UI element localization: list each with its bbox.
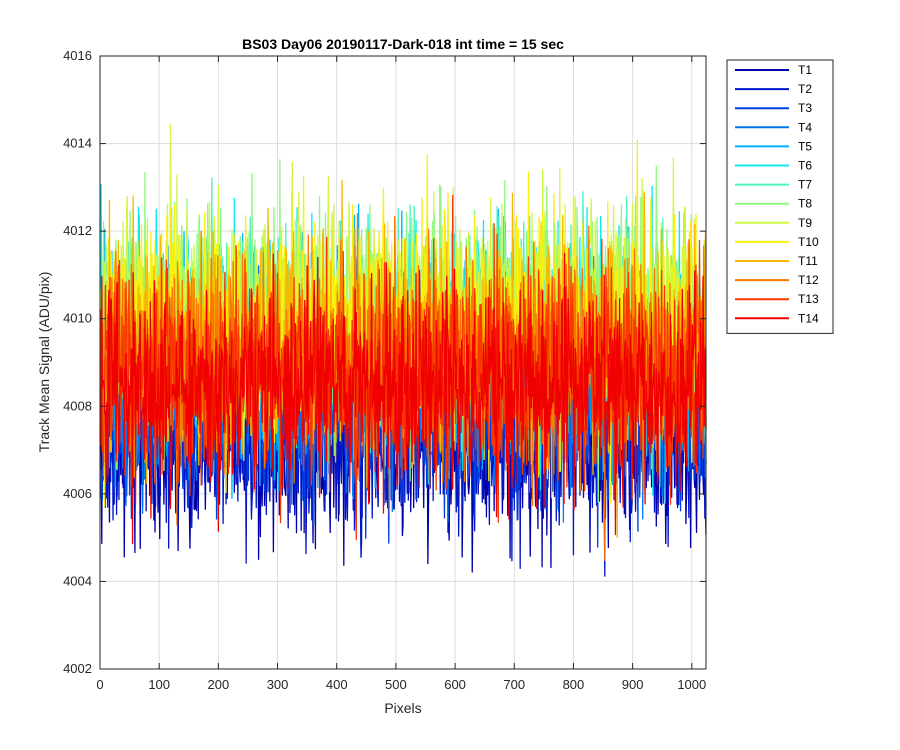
legend-label: T2 xyxy=(798,82,812,96)
y-tick-label: 4010 xyxy=(63,311,92,326)
legend: T1 T2 T3 T4 T5 T6 T7 T8 T9 T10 T11 T12 T13 T14 xyxy=(726,59,834,334)
legend-label: T12 xyxy=(798,273,819,287)
x-tick-label: 900 xyxy=(622,677,644,692)
axis-ticks: 0 100 200 300 400 500 600 700 800 900 1000 4002 4004… xyxy=(63,48,706,692)
chart-title: BS03 Day06 20190117-Dark-018 int time = … xyxy=(242,36,564,52)
y-tick-label: 4004 xyxy=(63,573,92,588)
y-axis-label: Track Mean Signal (ADU/pix) xyxy=(36,272,52,453)
legend-label: T8 xyxy=(798,197,812,211)
legend-label: T14 xyxy=(798,311,819,325)
x-tick-label: 800 xyxy=(563,677,585,692)
legend-label: T7 xyxy=(798,178,812,192)
x-tick-label: 300 xyxy=(267,677,289,692)
y-tick-label: 4012 xyxy=(63,223,92,238)
series-lines xyxy=(99,124,707,577)
x-tick-label: 1000 xyxy=(677,677,706,692)
legend-label: T3 xyxy=(798,101,812,115)
x-tick-label: 100 xyxy=(148,677,170,692)
legend-box xyxy=(726,59,834,334)
legend-label: T1 xyxy=(798,63,812,77)
x-tick-label: 600 xyxy=(444,677,466,692)
x-axis-label: Pixels xyxy=(384,700,421,716)
axes-frame xyxy=(99,55,707,670)
legend-label: T10 xyxy=(798,235,819,249)
legend-label: T9 xyxy=(798,216,812,230)
legend-label: T4 xyxy=(798,120,812,134)
y-tick-label: 4008 xyxy=(63,398,92,413)
series-line-t14 xyxy=(99,252,707,545)
x-tick-label: 0 xyxy=(96,677,103,692)
x-tick-label: 200 xyxy=(208,677,230,692)
x-tick-label: 400 xyxy=(326,677,348,692)
legend-label: T13 xyxy=(798,292,819,306)
y-tick-label: 4016 xyxy=(63,48,92,63)
y-tick-label: 4002 xyxy=(63,661,92,676)
legend-label: T6 xyxy=(798,159,812,173)
x-tick-label: 700 xyxy=(503,677,525,692)
legend-label: T5 xyxy=(798,139,812,153)
y-tick-label: 4006 xyxy=(63,486,92,501)
x-tick-label: 500 xyxy=(385,677,407,692)
legend-label: T11 xyxy=(798,254,818,268)
y-tick-label: 4014 xyxy=(63,136,92,151)
